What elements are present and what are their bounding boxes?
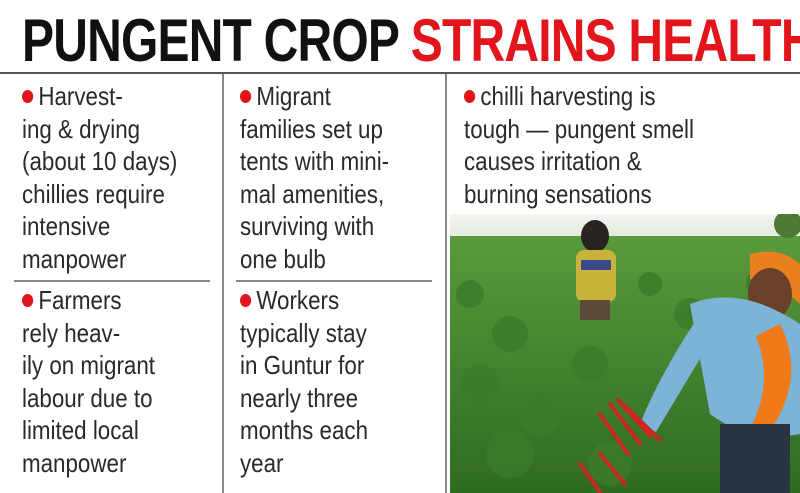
bullet-line: chillies require	[22, 178, 165, 209]
bullet-line: nearly three	[240, 382, 359, 413]
bullet-line: tents with mini-	[240, 146, 390, 176]
bullet-dot-icon	[240, 294, 252, 307]
bullet-line: Farmers	[22, 284, 155, 317]
bullet-line: intensive	[22, 211, 111, 241]
bullet-dot-icon	[464, 90, 476, 103]
bullet-line: Harvest-	[22, 80, 177, 113]
bullet-migrant-families: Migrant families set up tents with mini-ma…	[240, 80, 413, 275]
bullet-line: (about 10 days)	[22, 146, 178, 176]
bullet-line: year	[240, 447, 284, 478]
bullet-line: surviving with	[240, 211, 375, 241]
bullet-line: in Guntur for	[240, 350, 365, 380]
bullet-line: manpower	[22, 447, 127, 478]
bullet-line: burning sensations	[464, 178, 652, 209]
worker-background	[576, 220, 616, 320]
chilli-field-photo	[450, 214, 800, 493]
column-divider	[445, 74, 447, 493]
headline-part2: STRAINS HEALTH	[410, 7, 800, 74]
bullet-line: Migrant	[240, 80, 389, 113]
headline: PUNGENT CROP STRAINS HEALTH	[22, 8, 800, 74]
bullet-line: chilli harvesting is	[464, 80, 694, 113]
row-divider	[14, 280, 210, 282]
bullet-line: manpower	[22, 243, 127, 274]
bullet-line: one bulb	[240, 243, 326, 274]
bullet-line: Workers	[240, 284, 368, 317]
bullet-harvesting: Harvest-ing & drying (about 10 days) chill…	[22, 80, 203, 275]
bullet-line: typically stay	[240, 317, 367, 348]
bullet-workers: Workers typically stay in Guntur for nearly…	[240, 284, 389, 479]
bullet-line: causes irritation &	[464, 146, 642, 176]
bullet-dot-icon	[240, 90, 252, 103]
bullet-line: mal amenities,	[240, 178, 385, 209]
bullet-line: ing & drying	[22, 113, 141, 144]
headline-rule	[0, 72, 800, 74]
bullet-line: months each	[240, 415, 369, 445]
row-divider	[236, 280, 432, 282]
bullet-farmers: Farmers rely heav-ily on migrant labour du…	[22, 284, 177, 479]
bullet-dot-icon	[22, 294, 34, 307]
bullet-line: families set up	[240, 113, 383, 144]
bullet-line: tough — pungent smell	[464, 113, 694, 144]
bullet-line: labour due to	[22, 382, 153, 413]
bullet-line: ily on migrant	[22, 350, 155, 380]
column-divider	[222, 74, 224, 493]
headline-part1: PUNGENT CROP	[22, 7, 399, 74]
bullet-pungent-smell: chilli harvesting is tough — pungent smel…	[464, 80, 731, 210]
red-chillies	[578, 398, 662, 493]
worker-foreground	[640, 251, 800, 493]
bullet-line: limited local	[22, 415, 139, 445]
bullet-dot-icon	[22, 90, 34, 103]
bullet-line: rely heav-	[22, 317, 121, 348]
